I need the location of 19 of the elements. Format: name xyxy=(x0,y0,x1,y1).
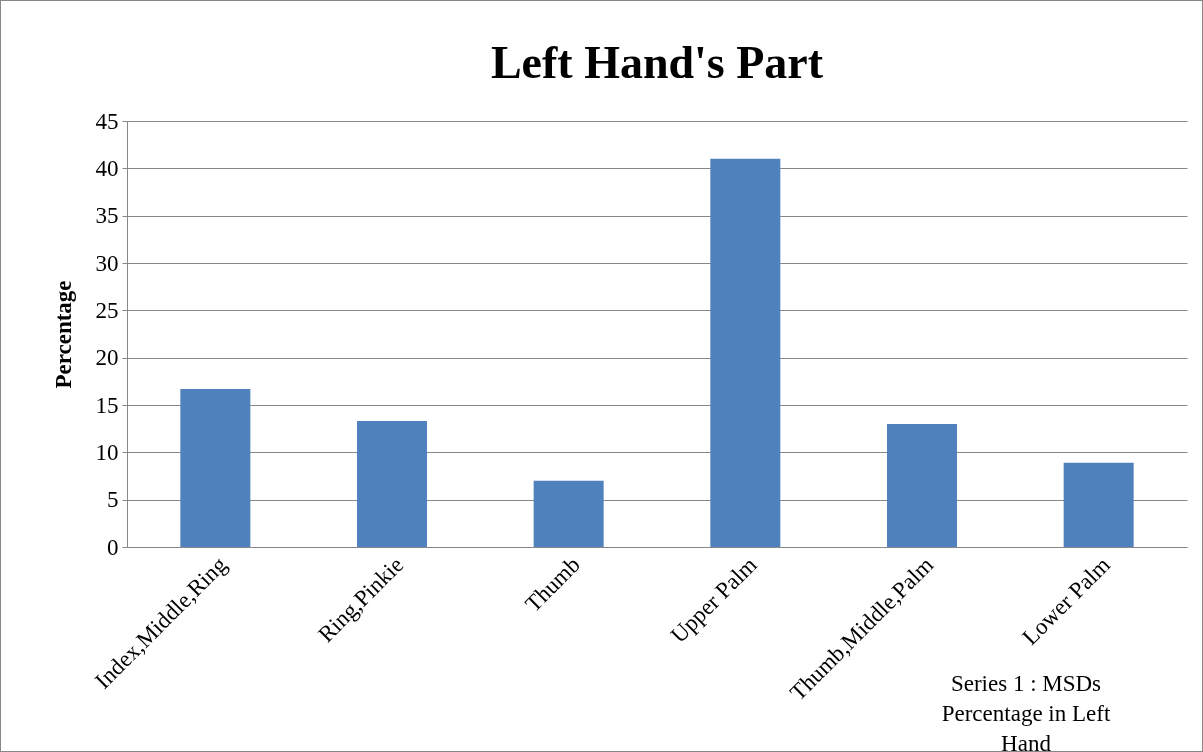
y-tick-label: 5 xyxy=(107,487,119,513)
bar xyxy=(180,388,251,547)
y-tick-label: 15 xyxy=(95,392,119,418)
y-tick-label: 20 xyxy=(95,345,119,371)
y-tick-label: 0 xyxy=(107,534,119,560)
y-axis-title: Percentage xyxy=(50,280,76,389)
y-tick-label: 25 xyxy=(95,297,119,323)
chart-title: Left Hand's Part xyxy=(490,37,824,88)
bar xyxy=(533,480,604,547)
y-tick-label: 10 xyxy=(95,439,119,465)
bar xyxy=(887,423,957,547)
y-tick-label: 40 xyxy=(95,155,119,181)
y-tick-label: 30 xyxy=(95,250,119,276)
bar xyxy=(357,421,427,547)
y-tick-label: 35 xyxy=(95,203,119,229)
text: Series 1 : MSDs Percentage in Left Hand xyxy=(941,671,1111,752)
bar xyxy=(1063,462,1134,547)
y-tick-label: 45 xyxy=(95,108,119,134)
bar xyxy=(710,158,781,547)
